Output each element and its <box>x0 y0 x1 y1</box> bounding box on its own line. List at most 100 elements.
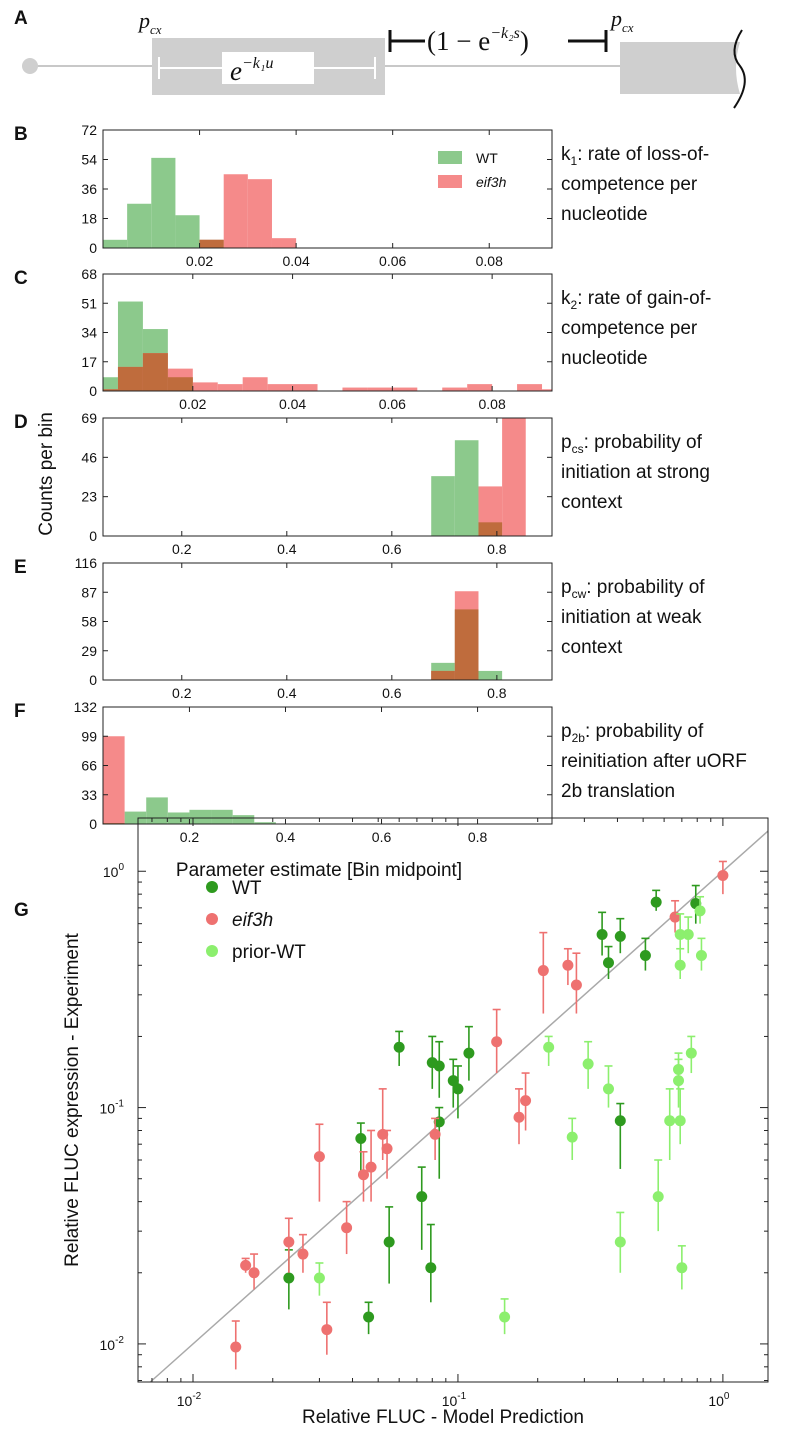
x-tick-label: 0.2 <box>172 685 192 701</box>
y-tick-label: 36 <box>81 181 97 197</box>
y-tick-label: 0 <box>89 383 97 399</box>
panel-label-g: G <box>14 900 29 921</box>
bar-eif3h <box>267 384 293 391</box>
data-point <box>248 1267 260 1279</box>
legend-marker <box>206 913 218 925</box>
bar-wt <box>151 157 176 248</box>
data-point <box>381 1143 393 1155</box>
bar-eif3h <box>292 384 318 391</box>
param-description-line: competence per <box>561 318 698 339</box>
bar-eif3h <box>392 387 418 391</box>
y-tick-label: 10-1 <box>100 1099 125 1117</box>
param-description-line: initiation at strong <box>561 462 710 483</box>
y-tick-label: 68 <box>81 266 97 282</box>
data-point <box>664 1115 676 1127</box>
data-point <box>499 1311 511 1323</box>
bar-eif3h <box>467 384 493 391</box>
x-tick-label: 0.06 <box>379 253 406 269</box>
x-tick-label: 0.6 <box>382 541 402 557</box>
panel-label-b: B <box>14 124 28 145</box>
bar-overlap <box>117 366 143 391</box>
bar-wt <box>431 476 455 536</box>
bar-wt <box>232 815 255 824</box>
panel-label-f: F <box>14 701 26 722</box>
bar-wt <box>211 809 233 824</box>
data-point <box>652 1191 664 1203</box>
bar-wt <box>103 239 128 248</box>
bar-overlap <box>199 239 224 248</box>
data-point <box>639 950 651 962</box>
bar-eif3h <box>242 377 268 391</box>
data-point <box>341 1222 353 1234</box>
data-point <box>426 1057 438 1069</box>
legend-label: prior-WT <box>232 942 306 963</box>
bar-overlap <box>167 377 193 391</box>
y-tick-label: 18 <box>81 211 97 227</box>
x-tick-label: 0.6 <box>382 685 402 701</box>
param-description-line: context <box>561 492 623 513</box>
plot-frame <box>102 417 553 537</box>
bar-eif3h <box>103 736 125 824</box>
y-tick-label: 58 <box>81 614 97 630</box>
x-tick-label: 10-2 <box>177 1391 202 1409</box>
data-point <box>240 1259 252 1271</box>
data-point <box>520 1095 532 1107</box>
legend-marker <box>206 945 218 957</box>
data-point <box>452 1083 464 1095</box>
data-point <box>682 928 694 940</box>
y-tick-label: 72 <box>81 122 97 138</box>
data-point <box>614 930 626 942</box>
y-tick-label: 116 <box>75 555 98 571</box>
scatter-y-axis-label: Relative FLUC expression - Experiment <box>62 932 83 1266</box>
panel-g-scatter: G 10-2 10-1 100 10-2 10-1 100 Relative FLUC - … <box>14 817 769 1428</box>
panel-e-histogram: E 0 29 58 87 116 0.2 0.4 0.6 0.8 pcw: probability … <box>14 555 705 701</box>
bar-eif3h <box>342 387 368 391</box>
data-point <box>230 1341 242 1353</box>
pcx-left-label: pcx <box>137 8 162 37</box>
panel-b-histogram: B 0 18 36 54 72 0.02 0.04 0.06 0.08 k1: rate of lo… <box>14 122 709 269</box>
data-point <box>650 896 662 908</box>
bar-eif3h <box>542 389 552 391</box>
data-point <box>365 1161 377 1173</box>
bar-wt <box>124 811 147 824</box>
scatter-x-axis-label: Relative FLUC - Model Prediction <box>302 1407 584 1428</box>
x-tick-label: 0.06 <box>379 396 406 412</box>
param-description-line: nucleotide <box>561 204 648 225</box>
bar-wt <box>254 822 276 824</box>
y-tick-label: 0 <box>89 528 97 544</box>
bar-wt <box>189 809 212 824</box>
data-point <box>717 869 729 881</box>
panel-c-histogram: C 0 17 34 51 68 0.02 0.04 0.06 0.08 k2: rate of ga… <box>14 266 711 412</box>
y-tick-label: 17 <box>81 354 97 370</box>
param-description-line: context <box>561 637 623 658</box>
panel-label-c: C <box>14 268 28 289</box>
bar-eif3h <box>367 387 393 391</box>
data-point <box>562 959 574 971</box>
param-description-line: k1: rate of loss-of- <box>561 144 709 168</box>
data-point <box>614 1115 626 1127</box>
data-point <box>383 1236 395 1248</box>
legend-label: WT <box>232 878 262 899</box>
data-point <box>283 1272 295 1284</box>
hist-y-axis-label: Counts per bin <box>36 412 57 536</box>
legend-swatch-eif3h <box>438 175 462 188</box>
main-orf-box <box>620 42 740 94</box>
legend-label-wt: WT <box>476 150 498 166</box>
x-tick-label: 0.4 <box>277 541 297 557</box>
legend-label-eif3h: eif3h <box>476 174 507 190</box>
param-description-line: k2: rate of gain-of- <box>561 288 711 312</box>
panel-label-d: D <box>14 412 28 433</box>
data-point <box>694 905 706 917</box>
data-point <box>602 1083 614 1095</box>
x-tick-label: 0.6 <box>372 829 392 845</box>
y-tick-label: 132 <box>74 699 98 715</box>
bar-eif3h <box>442 387 468 391</box>
data-point <box>513 1111 525 1123</box>
bar-wt <box>175 215 200 248</box>
param-description-line: nucleotide <box>561 348 648 369</box>
y-tick-label: 29 <box>81 643 97 659</box>
data-point <box>447 1075 459 1087</box>
bar-wt <box>127 203 152 248</box>
decay-label-box <box>222 52 314 84</box>
